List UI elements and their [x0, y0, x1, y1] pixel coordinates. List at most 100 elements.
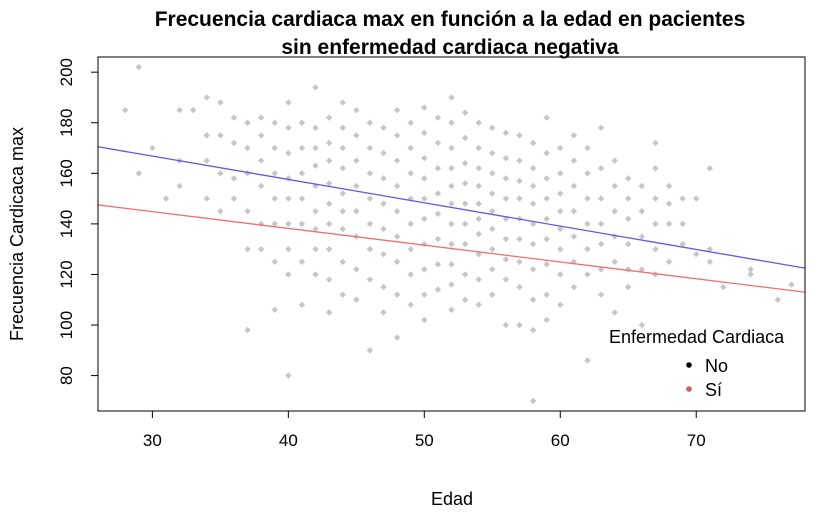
y-tick-label: 80	[57, 366, 76, 385]
y-tick-label: 100	[57, 311, 76, 339]
data-point	[543, 149, 550, 157]
data-point	[312, 84, 319, 91]
data-point	[706, 245, 714, 253]
data-point	[421, 129, 428, 137]
data-point	[298, 258, 306, 266]
data-point	[584, 357, 591, 364]
data-point	[652, 245, 659, 253]
data-point	[312, 245, 319, 253]
data-point	[380, 283, 387, 291]
data-point	[475, 119, 482, 126]
data-point	[597, 240, 605, 248]
data-point	[502, 321, 510, 329]
data-point	[312, 271, 319, 278]
data-point	[339, 144, 346, 152]
data-point	[325, 180, 333, 187]
data-point	[407, 271, 414, 278]
data-point	[135, 63, 142, 71]
data-point	[325, 200, 333, 207]
data-point	[475, 182, 482, 190]
data-point	[543, 261, 550, 268]
data-point	[244, 326, 251, 334]
data-point	[597, 266, 605, 273]
data-point	[285, 175, 292, 182]
data-point	[557, 208, 564, 215]
data-point	[380, 225, 387, 233]
data-point	[543, 215, 550, 223]
data-point	[162, 195, 170, 202]
data-point	[448, 261, 455, 268]
data-point	[652, 165, 659, 172]
data-point	[271, 220, 278, 228]
data-point	[638, 182, 646, 190]
data-point	[244, 119, 251, 126]
data-point	[516, 235, 523, 243]
data-point	[529, 397, 537, 405]
chart-title-line1: Frecuencia cardiaca max en función a la …	[155, 8, 746, 31]
data-point	[502, 276, 510, 283]
legend-marker-no	[686, 362, 692, 368]
data-point	[230, 195, 238, 202]
data-point	[421, 104, 428, 111]
data-point	[312, 162, 319, 169]
data-point	[366, 276, 374, 283]
data-point	[461, 296, 469, 303]
data-point	[257, 245, 265, 253]
data-point	[230, 175, 238, 182]
data-point	[638, 321, 646, 329]
data-point	[448, 144, 455, 152]
data-point	[421, 215, 428, 223]
data-point	[625, 266, 632, 273]
data-point	[285, 245, 292, 253]
data-point	[679, 195, 686, 202]
data-point	[121, 106, 129, 114]
data-point	[339, 258, 346, 266]
data-point	[271, 144, 278, 152]
data-point	[421, 154, 428, 162]
data-point	[339, 225, 346, 233]
y-tick-label: 120	[57, 260, 76, 288]
data-point	[434, 261, 442, 268]
y-tick-label: 200	[57, 58, 76, 86]
data-point	[176, 182, 183, 190]
data-point	[461, 271, 469, 278]
data-point	[353, 182, 360, 190]
data-point	[502, 195, 510, 202]
data-point	[421, 240, 428, 248]
data-point	[693, 195, 700, 202]
data-point	[638, 266, 646, 273]
fit-line-no	[97, 146, 806, 269]
data-point	[366, 170, 374, 177]
data-point	[244, 144, 251, 152]
data-point	[665, 220, 673, 228]
data-point	[529, 296, 537, 303]
data-point	[597, 165, 605, 172]
data-point	[271, 119, 278, 126]
data-point	[543, 316, 550, 324]
data-point	[557, 225, 564, 233]
data-point	[489, 190, 496, 197]
data-point	[475, 200, 482, 207]
data-point	[353, 266, 360, 273]
data-point	[570, 283, 578, 291]
data-point	[285, 99, 292, 106]
x-tick-label: 40	[279, 431, 298, 450]
data-point	[353, 106, 360, 114]
data-point	[285, 195, 292, 202]
data-point	[652, 139, 659, 147]
data-point	[298, 220, 306, 228]
data-point	[489, 245, 496, 253]
data-point	[271, 170, 278, 177]
data-point	[475, 230, 482, 238]
data-point	[203, 132, 210, 139]
data-point	[557, 271, 564, 278]
data-point	[353, 132, 360, 139]
data-point	[339, 124, 346, 131]
data-point	[421, 195, 428, 202]
data-point	[244, 245, 251, 253]
data-point	[597, 124, 605, 131]
data-point	[380, 309, 387, 316]
data-point	[434, 114, 442, 121]
data-point	[298, 170, 306, 177]
data-point	[393, 132, 401, 139]
